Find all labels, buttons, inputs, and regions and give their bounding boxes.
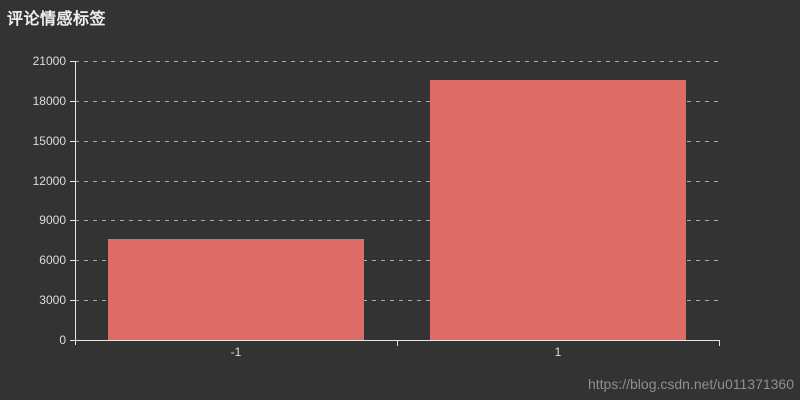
gridline — [75, 180, 719, 182]
bar--1 — [108, 239, 364, 340]
y-tick-label: 15000 — [32, 133, 66, 148]
y-axis-tick — [70, 300, 75, 302]
y-axis-tick — [70, 220, 75, 222]
y-axis-tick — [70, 100, 75, 102]
bar-1 — [430, 80, 686, 340]
y-tick-label: 21000 — [32, 54, 66, 68]
y-tick-label: 18000 — [32, 93, 66, 108]
y-axis-tick — [70, 340, 75, 341]
chart-title: 评论情感标签 — [7, 11, 107, 28]
x-tick-label: -1 — [230, 345, 242, 359]
gridline — [75, 260, 719, 262]
gridline — [75, 220, 719, 222]
y-tick-label: 9000 — [39, 213, 66, 228]
y-axis-tick — [70, 61, 75, 62]
y-tick-label: 3000 — [39, 293, 66, 308]
y-axis-tick — [70, 260, 75, 262]
y-tick-label: 0 — [59, 333, 66, 347]
gridline — [75, 100, 719, 102]
y-axis-tick — [70, 180, 75, 182]
y-tick-label: 12000 — [32, 173, 66, 188]
gridline — [75, 140, 719, 142]
y-axis-tick — [70, 140, 75, 142]
x-axis-tick — [397, 340, 398, 346]
x-axis-tick — [719, 340, 720, 346]
y-axis-line — [75, 61, 76, 345]
gridline — [75, 300, 719, 302]
x-tick-label: 1 — [554, 345, 562, 359]
y-tick-label: 6000 — [39, 253, 66, 268]
watermark-url: https://blog.csdn.net/u011371360 — [587, 376, 794, 392]
gridline — [75, 61, 719, 62]
